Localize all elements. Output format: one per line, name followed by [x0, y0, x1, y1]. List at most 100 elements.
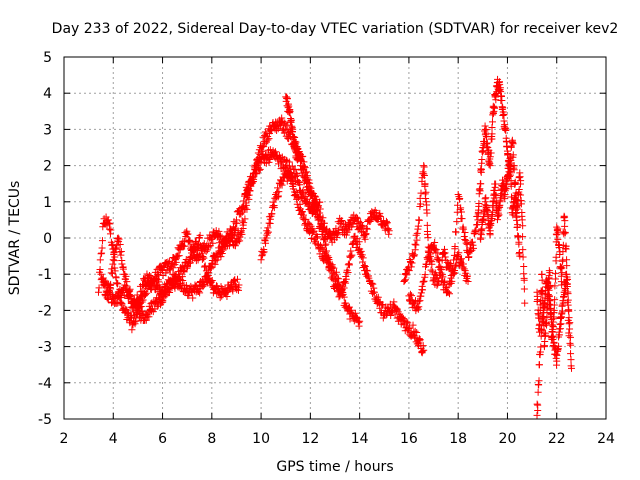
data-point	[552, 253, 560, 261]
data-point	[376, 209, 384, 217]
data-point	[550, 339, 558, 347]
data-point	[300, 166, 308, 174]
data-points	[94, 75, 576, 419]
data-point	[563, 276, 571, 284]
data-point	[105, 288, 113, 296]
data-point	[117, 247, 125, 255]
data-point	[458, 255, 466, 263]
data-point	[510, 166, 518, 174]
data-point	[105, 287, 113, 295]
data-point	[478, 218, 486, 226]
data-point	[355, 238, 363, 246]
data-point	[294, 193, 302, 201]
data-point	[289, 125, 297, 133]
x-tick-label: 20	[499, 431, 517, 447]
data-point	[481, 122, 489, 130]
y-tick-label: -3	[38, 340, 52, 356]
data-point	[342, 279, 350, 287]
data-point	[233, 275, 241, 283]
data-point	[229, 287, 237, 295]
data-point	[342, 275, 350, 283]
data-point	[203, 277, 211, 285]
data-point	[510, 194, 518, 202]
data-point	[291, 188, 299, 196]
data-point	[546, 269, 554, 277]
data-point	[338, 217, 346, 225]
data-point	[509, 151, 517, 159]
data-point	[516, 173, 524, 181]
x-tick-label: 6	[158, 431, 167, 447]
data-point	[419, 347, 427, 355]
data-point	[376, 213, 384, 221]
data-point	[313, 233, 321, 241]
data-point	[482, 194, 490, 202]
data-point	[566, 339, 574, 347]
data-point	[408, 259, 416, 267]
data-point	[264, 228, 272, 236]
data-point	[488, 118, 496, 126]
data-point	[427, 252, 435, 260]
data-point	[104, 295, 112, 303]
data-point	[555, 331, 563, 339]
data-point	[507, 182, 515, 190]
x-tick-label: 16	[400, 431, 418, 447]
data-point	[400, 277, 408, 285]
data-point	[503, 180, 511, 188]
data-point	[411, 251, 419, 259]
data-point	[114, 280, 122, 288]
data-point	[462, 239, 470, 247]
data-point	[294, 145, 302, 153]
data-point	[191, 281, 199, 289]
data-point	[514, 232, 522, 240]
data-point	[106, 220, 114, 228]
data-point	[483, 139, 491, 147]
data-point	[424, 234, 432, 242]
data-point	[421, 271, 429, 279]
data-point	[320, 219, 328, 227]
data-point	[207, 234, 215, 242]
x-tick-label: 14	[351, 431, 369, 447]
data-point	[95, 284, 103, 292]
data-point	[481, 195, 489, 203]
data-point	[287, 117, 295, 125]
data-point	[418, 348, 426, 356]
data-point	[477, 180, 485, 188]
data-point	[451, 266, 459, 274]
data-point	[98, 237, 106, 245]
data-point	[485, 223, 493, 231]
data-point	[286, 171, 294, 179]
data-point	[334, 281, 342, 289]
data-point	[543, 314, 551, 322]
data-point	[287, 116, 295, 124]
data-point	[417, 189, 425, 197]
data-point	[486, 231, 494, 239]
data-point	[488, 130, 496, 138]
data-point	[375, 211, 383, 219]
data-point	[455, 249, 463, 257]
data-point	[114, 299, 122, 307]
data-point	[557, 263, 565, 271]
data-point	[503, 143, 511, 151]
data-point	[311, 238, 319, 246]
data-point	[294, 203, 302, 211]
data-point	[538, 288, 546, 296]
data-point	[536, 314, 544, 322]
x-tick-label: 2	[60, 431, 69, 447]
data-point	[131, 303, 139, 311]
data-point	[494, 212, 502, 220]
data-point	[325, 265, 333, 273]
data-point	[560, 230, 568, 238]
data-point	[105, 219, 113, 227]
data-point	[500, 117, 508, 125]
data-point	[100, 280, 108, 288]
data-point	[491, 187, 499, 195]
y-tick-label: -4	[38, 376, 52, 392]
data-point	[470, 244, 478, 252]
data-point	[332, 268, 340, 276]
data-point	[175, 252, 183, 260]
data-point	[114, 237, 122, 245]
data-point	[520, 285, 528, 293]
data-point	[564, 306, 572, 314]
data-point	[326, 263, 334, 271]
data-point	[132, 303, 140, 311]
